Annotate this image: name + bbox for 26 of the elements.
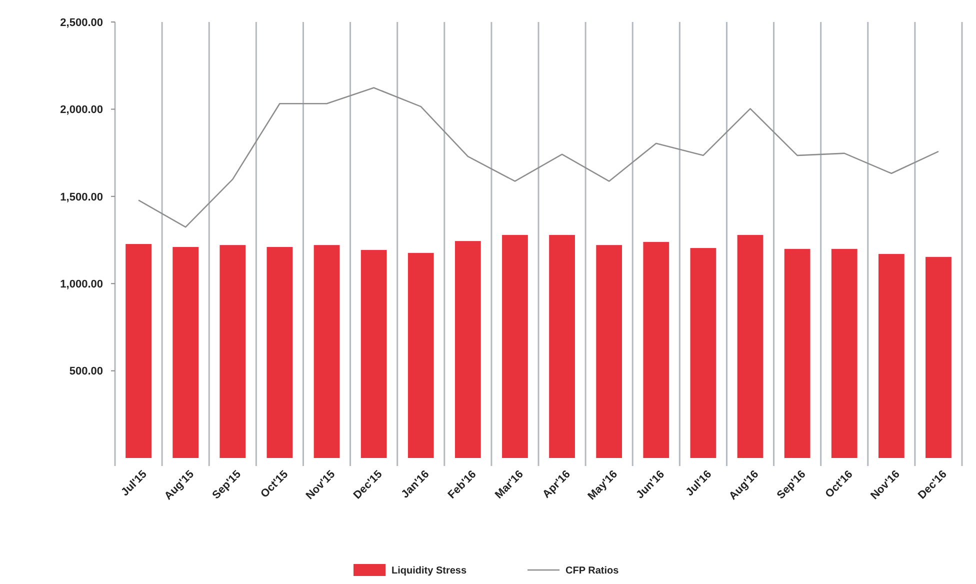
legend-label: CFP Ratios (566, 566, 620, 576)
y-tick-label: 1,500.00 (60, 191, 103, 204)
bar (454, 241, 481, 458)
line-series (138, 87, 940, 228)
bar (266, 246, 293, 458)
bar (549, 234, 575, 458)
bar (220, 245, 246, 458)
bar (172, 246, 199, 458)
bar (408, 252, 434, 458)
bar (784, 248, 810, 458)
legend-label: Liquidity Stress (392, 566, 467, 576)
bar (314, 245, 340, 458)
bar (360, 250, 387, 458)
y-tick-label: 500.00 (69, 366, 103, 378)
bar (126, 244, 152, 458)
y-tick-label: 2,000.00 (60, 104, 103, 116)
bar (926, 256, 952, 458)
y-tick-label: 1,000.00 (60, 278, 103, 290)
bar (831, 248, 858, 458)
bar (643, 242, 670, 458)
bar (690, 248, 716, 458)
bar (596, 245, 622, 458)
y-tick-label: 2,500.00 (60, 16, 103, 29)
bar (737, 234, 764, 458)
bar (502, 234, 528, 458)
bar (878, 254, 904, 458)
